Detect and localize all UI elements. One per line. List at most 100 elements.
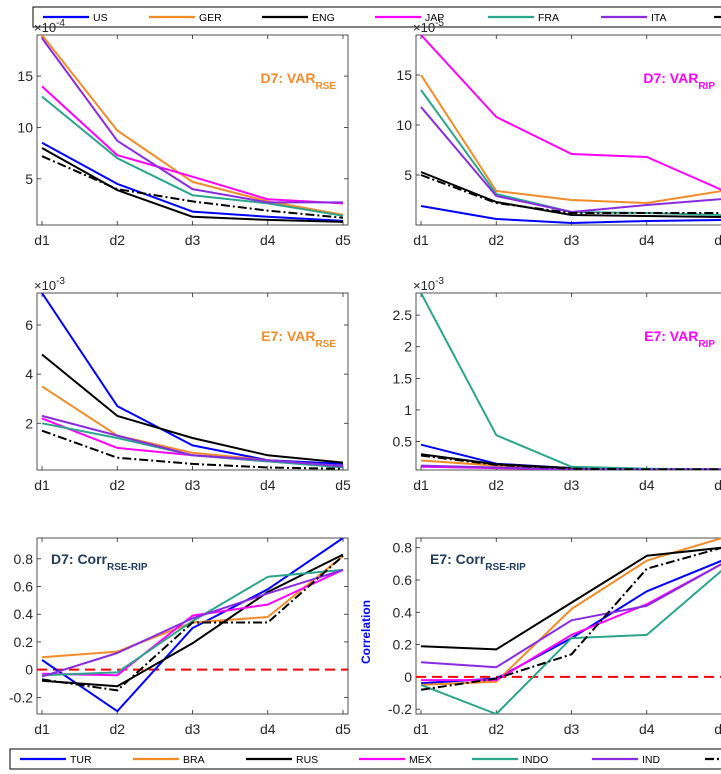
y-tick-label: 1.5: [393, 370, 413, 386]
x-tick-label: d5: [714, 232, 721, 248]
series-line: [41, 555, 344, 692]
x-tick-label: d4: [260, 232, 276, 248]
y-tick-label: 15: [396, 67, 412, 83]
legend-top: USGERENGJAPFRAITACAN: [32, 6, 721, 28]
series-line: [41, 553, 344, 688]
x-tick-label: d3: [185, 232, 201, 248]
y-tick-label: 0.8: [393, 540, 413, 556]
y-tick-label: 0: [404, 669, 412, 685]
legend-label: BRA: [183, 754, 205, 766]
x-tick-label: d1: [34, 477, 50, 493]
series-line: [41, 147, 344, 223]
legend-label: US: [93, 12, 108, 24]
axis-exponent: ×10-3: [413, 276, 444, 293]
series-line: [41, 95, 344, 217]
legend-item: RUS: [246, 754, 318, 766]
y-tick-label: 5: [25, 171, 33, 187]
legend-item: ITA: [601, 12, 667, 24]
chart-panel: 0.5 1 1.5 2 2.5 d1 d2 d3 d4 d5 ×10-3 E7: VARRIP: [393, 276, 721, 493]
x-tick-label: d3: [185, 477, 201, 493]
series-line: [41, 155, 344, 219]
legend-label: TUR: [70, 754, 92, 766]
y-tick-label: 1: [404, 402, 412, 418]
y-tick-label: -0.2: [9, 689, 33, 705]
y-tick-label: 2: [404, 339, 412, 355]
legend-item: MEX: [359, 754, 432, 766]
x-tick-label: d5: [714, 477, 721, 493]
legend-item: GER: [149, 12, 222, 24]
y-tick-label: 0.6: [14, 579, 34, 595]
x-tick-label: d5: [335, 721, 351, 737]
x-tick-label: d2: [488, 721, 504, 737]
x-tick-label: d3: [564, 721, 580, 737]
series-line: [41, 429, 344, 470]
legend-item: FRA: [488, 12, 559, 24]
panel-title: E7: VARRIP: [644, 328, 715, 350]
series-line: [420, 546, 721, 651]
series-line: [41, 568, 344, 678]
y-tick-label: 0.4: [14, 606, 34, 622]
legend-label: ENG: [312, 12, 335, 24]
series-line: [420, 454, 721, 470]
x-tick-label: d2: [488, 232, 504, 248]
x-tick-label: d2: [488, 477, 504, 493]
legend-label: ITA: [651, 12, 667, 24]
legend-item: US: [43, 12, 108, 24]
legend-item: ENG: [262, 12, 335, 24]
series-line: [420, 74, 721, 204]
legend-item: TUR: [20, 754, 92, 766]
legend-label: JAP: [425, 12, 444, 24]
legend-item: BRA: [133, 754, 205, 766]
y-tick-label: 0.2: [14, 634, 34, 650]
series-line: [41, 538, 344, 713]
series-line: [420, 546, 721, 691]
y-tick-label: 0.6: [393, 572, 413, 588]
x-tick-label: d3: [564, 477, 580, 493]
legend-item: JAP: [375, 12, 444, 24]
x-tick-label: d2: [109, 477, 125, 493]
y-tick-label: 0: [25, 662, 33, 678]
x-tick-label: d3: [185, 721, 201, 737]
series-line: [41, 568, 344, 677]
series-line: [41, 85, 344, 205]
y-tick-label: 6: [25, 317, 33, 333]
y-tick-label: 0.4: [393, 604, 413, 620]
axis-exponent: ×10-3: [34, 276, 65, 293]
panel-title: E7: CorrRSE-RIP: [430, 551, 526, 573]
y-tick-label: 4: [25, 366, 33, 382]
legend-label: FRA: [538, 12, 559, 24]
series-line: [41, 37, 343, 204]
x-tick-label: d4: [260, 477, 276, 493]
chart-panel: 2 4 6 d1 d2 d3 d4 d5 ×10-3 E7: VARRSE: [25, 276, 351, 493]
x-tick-label: d4: [639, 721, 655, 737]
x-tick-label: d4: [639, 477, 655, 493]
plot-area: [415, 34, 721, 226]
x-tick-label: d2: [109, 232, 125, 248]
legend-bottom: TUR BRA RUS MEX INDO IND SAFF: [9, 748, 721, 770]
series-line: [41, 141, 344, 222]
legend-label: RUS: [296, 754, 318, 766]
x-tick-label: d3: [564, 232, 580, 248]
panel-title: D7: VARRIP: [643, 70, 715, 92]
y-tick-label: 5: [404, 167, 412, 183]
y-tick-label: 0.5: [393, 434, 413, 450]
series-line: [420, 205, 721, 224]
panel-title: D7: CorrRSE-RIP: [51, 551, 148, 573]
shared-ylabel: Correlation: [359, 600, 373, 664]
y-tick-label: 0.8: [14, 551, 34, 567]
y-tick-label: 2: [25, 415, 33, 431]
axis-exponent: ×10-4: [34, 18, 65, 35]
series-line: [41, 568, 344, 677]
panel-title: D7: VARRSE: [260, 70, 336, 92]
x-tick-label: d5: [335, 232, 351, 248]
y-tick-label: 10: [17, 119, 33, 135]
x-tick-label: d1: [34, 232, 50, 248]
y-tick-label: 15: [17, 68, 33, 84]
legend-item: IND: [592, 754, 661, 766]
legend-label: MEX: [409, 754, 432, 766]
chart-panel: -0.2 0 0.2 0.4 0.6 0.8 d1 d2 d3 d4 d5 E7: CorrRSE-R…: [388, 537, 721, 737]
x-tick-label: d5: [335, 477, 351, 493]
x-tick-label: d2: [109, 721, 125, 737]
legend-label: IND: [642, 754, 661, 766]
